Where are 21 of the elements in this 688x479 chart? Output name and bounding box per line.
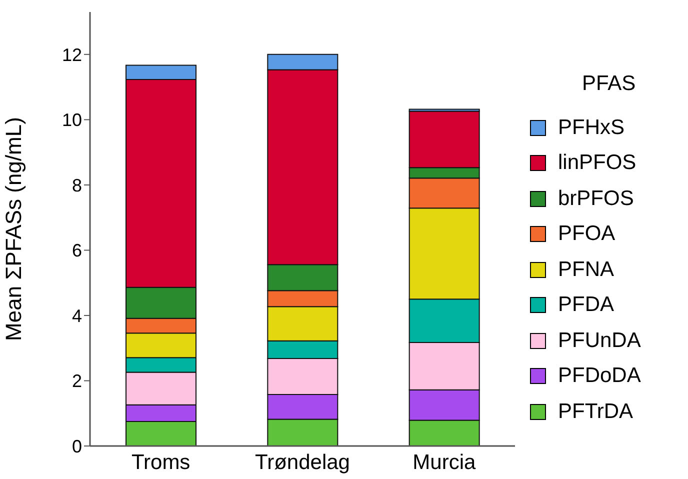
legend-title: PFAS xyxy=(582,72,637,96)
legend-label: PFHxS xyxy=(558,116,625,140)
legend-label: PFTrDA xyxy=(558,400,634,424)
legend-label: PFDA xyxy=(558,293,614,318)
y-tick-label: 10 xyxy=(62,110,82,130)
legend-label: brPFOS xyxy=(558,186,634,211)
x-tick-label: Troms xyxy=(131,450,190,474)
x-tick-label: Murcia xyxy=(412,450,476,474)
y-tick-label: 8 xyxy=(72,175,82,196)
legend-label: PFOA xyxy=(558,222,616,246)
legend-label: PFNA xyxy=(558,258,614,282)
y-tick-label: 2 xyxy=(72,371,82,392)
legend-label: PFUnDA xyxy=(558,328,641,353)
y-axis-title: Mean ΣPFASs (ng/mL) xyxy=(0,117,26,341)
y-tick-label: 6 xyxy=(72,240,82,261)
x-tick-label: Trøndelag xyxy=(255,450,350,474)
legend-label: PFDoDA xyxy=(558,364,641,388)
y-tick-label: 0 xyxy=(72,436,82,456)
y-tick-label: 4 xyxy=(72,306,82,326)
legend-label: linPFOS xyxy=(558,151,636,176)
y-tick-label: 12 xyxy=(62,44,82,65)
